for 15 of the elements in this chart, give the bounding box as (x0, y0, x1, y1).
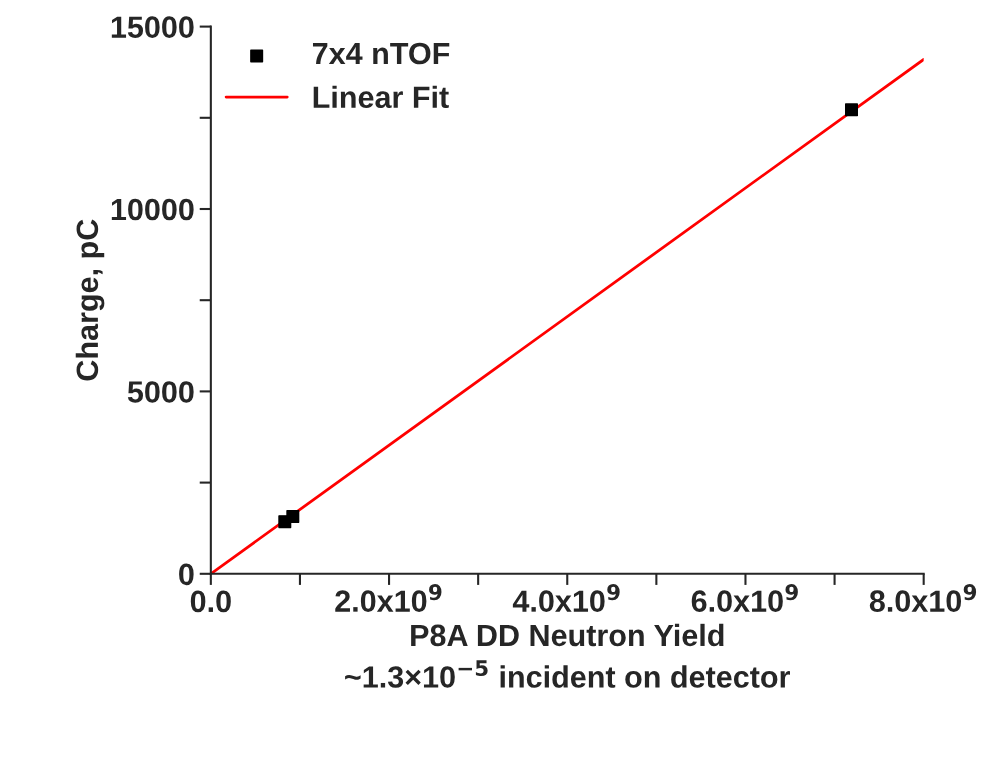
x-tick-label: 2.0x10$^{9}$ (335, 584, 442, 612)
y-tick-label: 0 (179, 563, 194, 586)
x-tick-label: 0.0 (190, 590, 231, 613)
x-tick-label: 4.0x10$^{9}$ (512, 584, 620, 612)
legend-label: 7x4 nTOF (312, 42, 450, 65)
x-axis-title: P8A DD Neutron Yield ~1.3×10$^{−5}$ incident on detector (345, 623, 790, 688)
point (845, 103, 859, 117)
x-tick-label: 8.0x10$^{9}$ (869, 584, 977, 612)
y-tick-label: 10000 (111, 198, 194, 221)
y-axis-title: Charge, pC (75, 219, 105, 381)
y-tick-label: 15000 (111, 16, 194, 38)
y-tick-label: 5000 (127, 381, 194, 403)
legend-label: Linear Fit (313, 85, 449, 109)
x-tick-label: 6.0x10$^{9}$ (691, 584, 798, 612)
point (286, 510, 300, 524)
